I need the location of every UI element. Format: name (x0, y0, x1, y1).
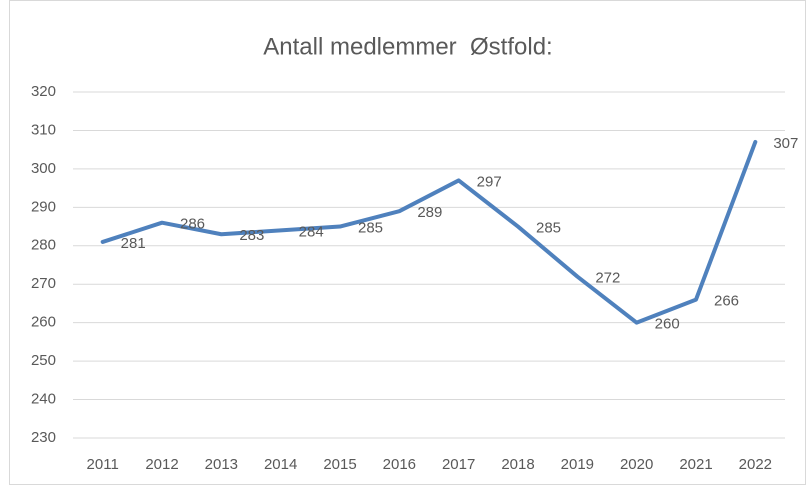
x-tick-label: 2022 (739, 456, 772, 473)
chart-border (9, 0, 806, 485)
y-tick-label: 240 (31, 391, 56, 408)
y-tick-label: 320 (31, 83, 56, 100)
y-tick-label: 310 (31, 121, 56, 138)
y-tick-label: 230 (31, 429, 56, 446)
data-label: 281 (121, 235, 146, 252)
chart-title: Antall medlemmer Østfold: (263, 33, 552, 60)
x-tick-label: 2020 (620, 456, 653, 473)
x-tick-label: 2011 (87, 456, 119, 473)
x-tick-label: 2014 (264, 456, 297, 473)
data-label: 284 (299, 223, 324, 240)
y-tick-label: 280 (31, 237, 56, 254)
data-label: 266 (714, 293, 739, 310)
data-label: 285 (358, 220, 383, 237)
x-tick-label: 2021 (679, 456, 712, 473)
data-label: 286 (180, 216, 205, 233)
data-label: 272 (595, 270, 620, 287)
x-tick-label: 2012 (145, 456, 178, 473)
x-tick-label: 2019 (561, 456, 594, 473)
data-label: 260 (655, 316, 680, 333)
x-tick-label: 2013 (205, 456, 238, 473)
y-tick-label: 270 (31, 275, 56, 292)
x-tick-label: 2017 (442, 456, 475, 473)
data-label: 289 (417, 204, 442, 221)
data-label: 297 (477, 173, 502, 190)
y-tick-label: 250 (31, 352, 56, 369)
x-tick-label: 2016 (383, 456, 416, 473)
y-tick-label: 260 (31, 314, 56, 331)
x-tick-label: 2015 (323, 456, 356, 473)
y-tick-label: 290 (31, 198, 56, 215)
x-tick-label: 2018 (501, 456, 534, 473)
data-label: 307 (773, 135, 798, 152)
y-tick-label: 300 (31, 160, 56, 177)
line (100, 139, 758, 325)
data-label: 283 (239, 227, 264, 244)
data-label: 285 (536, 220, 561, 237)
